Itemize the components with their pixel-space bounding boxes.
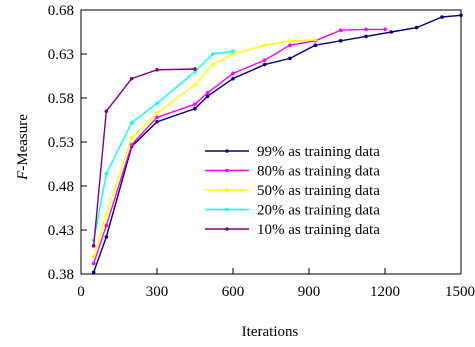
data-point xyxy=(288,43,292,47)
data-point xyxy=(339,39,343,43)
data-point xyxy=(288,57,292,61)
data-point xyxy=(92,244,96,248)
data-point xyxy=(211,52,215,56)
data-point xyxy=(155,101,159,105)
data-point xyxy=(193,83,197,87)
data-point xyxy=(193,67,197,71)
data-point xyxy=(105,224,109,228)
x-tick-label: 1500 xyxy=(445,284,475,300)
legend-label: 10% as training data xyxy=(257,222,380,238)
y-axis-label-rest: -Measure xyxy=(15,114,31,171)
y-tick-label: 0.48 xyxy=(48,179,74,195)
y-tick-label: 0.58 xyxy=(48,91,74,107)
data-point xyxy=(390,30,394,34)
data-point xyxy=(155,116,159,120)
data-point xyxy=(130,136,134,140)
y-tick-label: 0.68 xyxy=(48,3,74,19)
data-point xyxy=(288,39,292,43)
data-point xyxy=(263,43,267,47)
data-point xyxy=(92,270,96,274)
data-point xyxy=(105,172,109,176)
x-axis-label: Iterations xyxy=(242,324,299,340)
data-point xyxy=(105,212,109,216)
data-point xyxy=(364,35,368,39)
data-point xyxy=(231,50,235,54)
data-point xyxy=(263,58,267,62)
legend-label: 80% as training data xyxy=(257,164,380,180)
x-tick-label: 1200 xyxy=(370,284,400,300)
x-tick-label: 0 xyxy=(77,284,85,300)
legend-label: 20% as training data xyxy=(257,203,380,219)
legend-marker xyxy=(225,149,229,153)
data-point xyxy=(263,63,267,67)
data-point xyxy=(155,111,159,115)
data-point xyxy=(155,120,159,124)
data-point xyxy=(231,77,235,81)
data-point xyxy=(383,28,387,32)
y-tick-label: 0.63 xyxy=(48,47,74,63)
data-point xyxy=(211,63,215,67)
x-tick-label: 300 xyxy=(146,284,169,300)
data-point xyxy=(105,235,109,239)
data-point xyxy=(459,13,463,17)
x-tick-label: 600 xyxy=(222,284,245,300)
data-point xyxy=(440,15,444,19)
data-point xyxy=(130,77,134,81)
data-point xyxy=(415,26,419,30)
data-point xyxy=(206,94,210,98)
data-point xyxy=(314,38,318,42)
data-point xyxy=(130,121,134,125)
y-tick-label: 0.38 xyxy=(48,267,74,283)
data-point xyxy=(92,255,96,259)
x-tick-label: 900 xyxy=(298,284,321,300)
data-point xyxy=(155,68,159,72)
y-tick-label: 0.53 xyxy=(48,135,74,151)
legend-label: 99% as training data xyxy=(257,144,380,160)
y-axis-label: F-Measure xyxy=(15,114,31,181)
legend-marker xyxy=(225,188,229,192)
data-point xyxy=(193,107,197,111)
legend-marker xyxy=(225,208,229,212)
data-point xyxy=(105,109,109,113)
data-point xyxy=(92,262,96,266)
data-point xyxy=(206,91,210,95)
data-point xyxy=(339,28,343,32)
y-tick-label: 0.43 xyxy=(48,223,74,239)
data-point xyxy=(193,102,197,106)
legend-marker xyxy=(225,169,229,173)
data-point xyxy=(364,28,368,32)
data-point xyxy=(314,43,318,47)
legend-marker xyxy=(225,227,229,231)
data-point xyxy=(231,72,235,76)
legend-label: 50% as training data xyxy=(257,183,380,199)
